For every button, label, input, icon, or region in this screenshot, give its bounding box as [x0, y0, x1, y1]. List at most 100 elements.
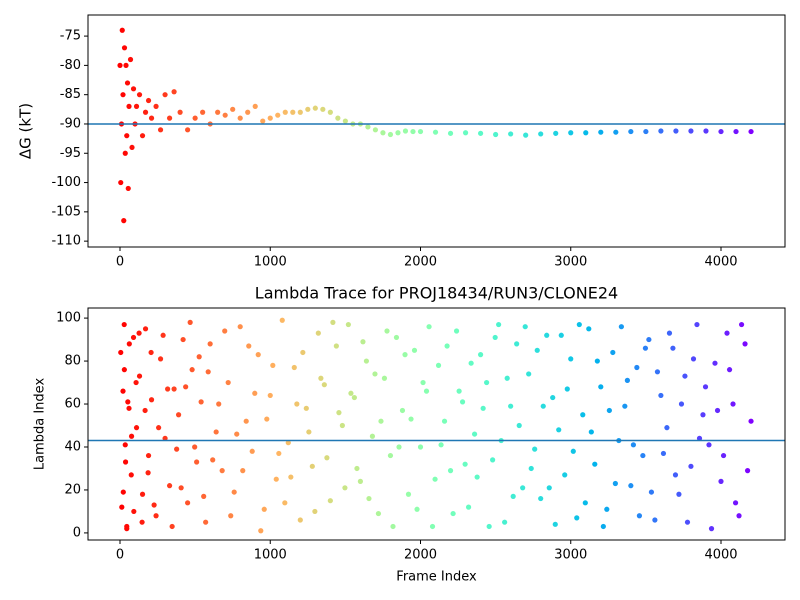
point [124, 526, 130, 532]
point [342, 485, 348, 491]
point [553, 130, 559, 136]
y-tick-label: 40 [64, 439, 81, 454]
point [365, 124, 371, 130]
point [291, 364, 297, 371]
point [381, 375, 388, 381]
point [245, 109, 251, 115]
point [438, 442, 444, 448]
point [342, 118, 348, 124]
point [270, 362, 276, 368]
point [142, 326, 149, 332]
point [423, 388, 430, 394]
point [327, 109, 333, 115]
point [133, 379, 139, 386]
point [399, 407, 406, 414]
point [618, 324, 624, 330]
point [354, 465, 360, 472]
point [748, 128, 754, 135]
point [192, 444, 198, 450]
point [243, 418, 249, 424]
point [136, 330, 142, 336]
point [414, 506, 420, 512]
point [145, 97, 152, 104]
x-tick-label: 4000 [704, 548, 737, 563]
point [459, 399, 466, 405]
point [333, 343, 339, 349]
point [510, 493, 516, 499]
point [196, 354, 202, 360]
y-tick-label: -90 [60, 116, 81, 131]
point [187, 319, 193, 325]
point [664, 425, 670, 431]
point [127, 56, 134, 63]
x-tick-label: 1000 [254, 548, 287, 563]
point [384, 328, 390, 334]
point [462, 130, 469, 136]
point [583, 130, 589, 136]
point [282, 500, 288, 506]
point [628, 128, 634, 135]
point [708, 526, 715, 532]
y-tick-label: -85 [60, 87, 81, 102]
point [426, 324, 432, 330]
point [222, 112, 228, 118]
point [264, 416, 270, 422]
point [336, 410, 342, 416]
point [273, 476, 279, 482]
point [157, 127, 164, 133]
point [558, 332, 564, 338]
point [738, 321, 745, 328]
point [351, 394, 357, 401]
point [165, 386, 171, 392]
point [366, 495, 372, 502]
point [748, 418, 754, 424]
point [676, 491, 682, 497]
point [411, 347, 418, 353]
point [162, 435, 168, 441]
point [128, 433, 135, 439]
point [139, 491, 146, 497]
point [139, 519, 145, 525]
point [598, 129, 604, 135]
point [207, 341, 213, 347]
point [123, 62, 129, 68]
point [120, 388, 126, 394]
point [119, 504, 125, 510]
point [145, 470, 151, 476]
point [121, 45, 128, 51]
point [688, 128, 694, 134]
point [726, 367, 733, 373]
point [456, 388, 462, 394]
point [136, 92, 143, 98]
point [496, 321, 502, 328]
point [730, 401, 736, 407]
x-tick-label: 4000 [704, 255, 737, 270]
y-tick-label: 20 [64, 482, 81, 497]
point [166, 483, 173, 489]
point [126, 405, 132, 411]
point [634, 364, 640, 371]
point [175, 412, 182, 418]
point [395, 130, 401, 136]
point [282, 109, 288, 115]
point [568, 356, 574, 362]
point [153, 103, 159, 109]
x-tick-label: 0 [116, 548, 124, 563]
point [648, 489, 655, 495]
point [124, 133, 130, 139]
point [642, 345, 649, 351]
point [673, 128, 679, 134]
point [124, 80, 131, 86]
point [128, 472, 134, 478]
point [417, 444, 424, 450]
point [528, 465, 534, 472]
point [252, 103, 258, 109]
point [477, 130, 484, 136]
point [171, 89, 177, 95]
point [508, 403, 514, 409]
point [690, 356, 697, 362]
point [450, 510, 456, 517]
point [504, 375, 510, 381]
point [321, 382, 327, 388]
point [246, 343, 252, 349]
